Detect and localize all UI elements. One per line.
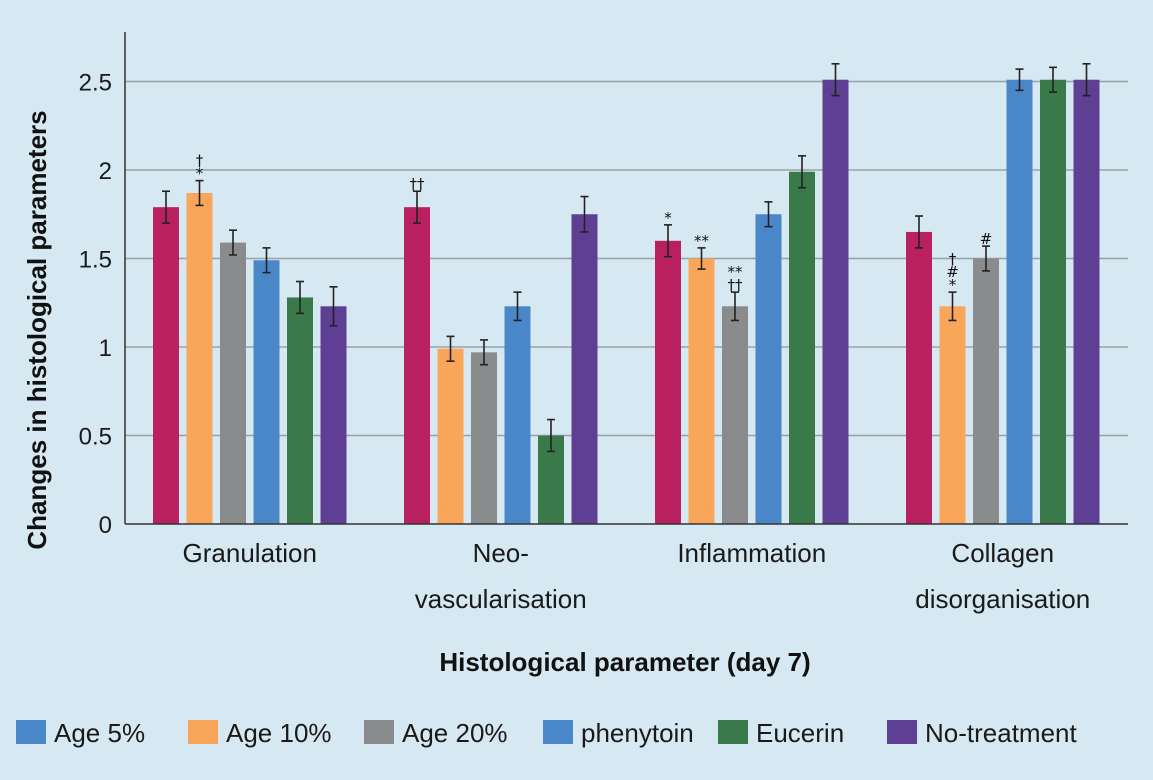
bar xyxy=(437,348,464,524)
legend-swatch xyxy=(364,720,394,744)
x-axis-title: Histological parameter (day 7) xyxy=(439,647,810,677)
bar xyxy=(153,207,179,525)
bar xyxy=(1006,79,1033,524)
y-tick-label: 2.5 xyxy=(79,70,112,97)
y-tick-labels: 0 0.5 1 1.5 2 2.5 xyxy=(79,70,112,540)
bar xyxy=(722,306,748,524)
bar xyxy=(220,242,246,524)
category-label: Collagen xyxy=(951,538,1054,568)
category-label: disorganisation xyxy=(915,584,1090,614)
y-tick-label: 2 xyxy=(99,158,112,185)
significance-marker: †† xyxy=(410,175,426,193)
y-tick-label: 0.5 xyxy=(79,424,112,451)
significance-marker: ** xyxy=(694,232,710,250)
significance-marker: †† xyxy=(728,276,744,294)
bar xyxy=(939,306,966,524)
legend-swatch xyxy=(543,720,573,744)
bar xyxy=(1073,79,1100,524)
bar xyxy=(789,171,815,524)
category-label: Granulation xyxy=(183,538,317,568)
category-labels: Granulation Neo-vascularisation Inflammati… xyxy=(183,538,1091,614)
significance-marker: † xyxy=(949,250,957,268)
significance-marker: * xyxy=(664,209,672,227)
bar xyxy=(253,260,280,524)
legend-label: Eucerin xyxy=(756,718,844,748)
legend-label: phenytoin xyxy=(581,718,694,748)
bar xyxy=(320,306,347,524)
legend-label: No-treatment xyxy=(925,718,1077,748)
y-tick-label: 1 xyxy=(99,335,112,362)
bar xyxy=(822,79,849,524)
bar xyxy=(906,231,932,524)
legend: Age 5% Age 10% Age 20% phenytoin Eucerin No-t… xyxy=(16,718,1077,748)
legend-label: Age 10% xyxy=(226,718,332,748)
bar xyxy=(571,214,598,524)
significance-marker: # xyxy=(980,230,993,248)
legend-swatch xyxy=(718,720,748,744)
significance-marker: * xyxy=(949,276,957,294)
significance-markers: †*††*****†††#*# xyxy=(196,152,993,295)
legend-label: Age 5% xyxy=(54,718,145,748)
bar xyxy=(186,193,213,524)
y-tick-label: 1.5 xyxy=(79,247,112,274)
y-tick-label: 0 xyxy=(99,512,112,539)
category-label: Neo- xyxy=(473,538,529,568)
legend-swatch xyxy=(188,720,218,744)
bar xyxy=(973,258,999,524)
bar xyxy=(504,306,531,524)
bar xyxy=(287,297,313,524)
bar xyxy=(471,352,497,524)
significance-marker: † xyxy=(196,152,204,170)
bar xyxy=(1040,79,1066,524)
y-axis-title: Changes in histological parameters xyxy=(22,110,52,549)
bars xyxy=(153,79,1100,525)
significance-marker: # xyxy=(946,263,959,281)
legend-swatch xyxy=(887,720,917,744)
significance-marker: * xyxy=(196,165,204,183)
legend-swatch xyxy=(16,720,46,744)
bar xyxy=(404,207,430,525)
significance-marker: ** xyxy=(728,263,744,281)
legend-label: Age 20% xyxy=(402,718,508,748)
bar xyxy=(655,240,681,525)
category-label: vascularisation xyxy=(415,584,587,614)
bar xyxy=(755,214,782,524)
bar xyxy=(688,258,715,524)
axes xyxy=(124,32,1128,525)
category-label: Inflammation xyxy=(677,538,826,568)
error-bars xyxy=(162,62,1091,453)
